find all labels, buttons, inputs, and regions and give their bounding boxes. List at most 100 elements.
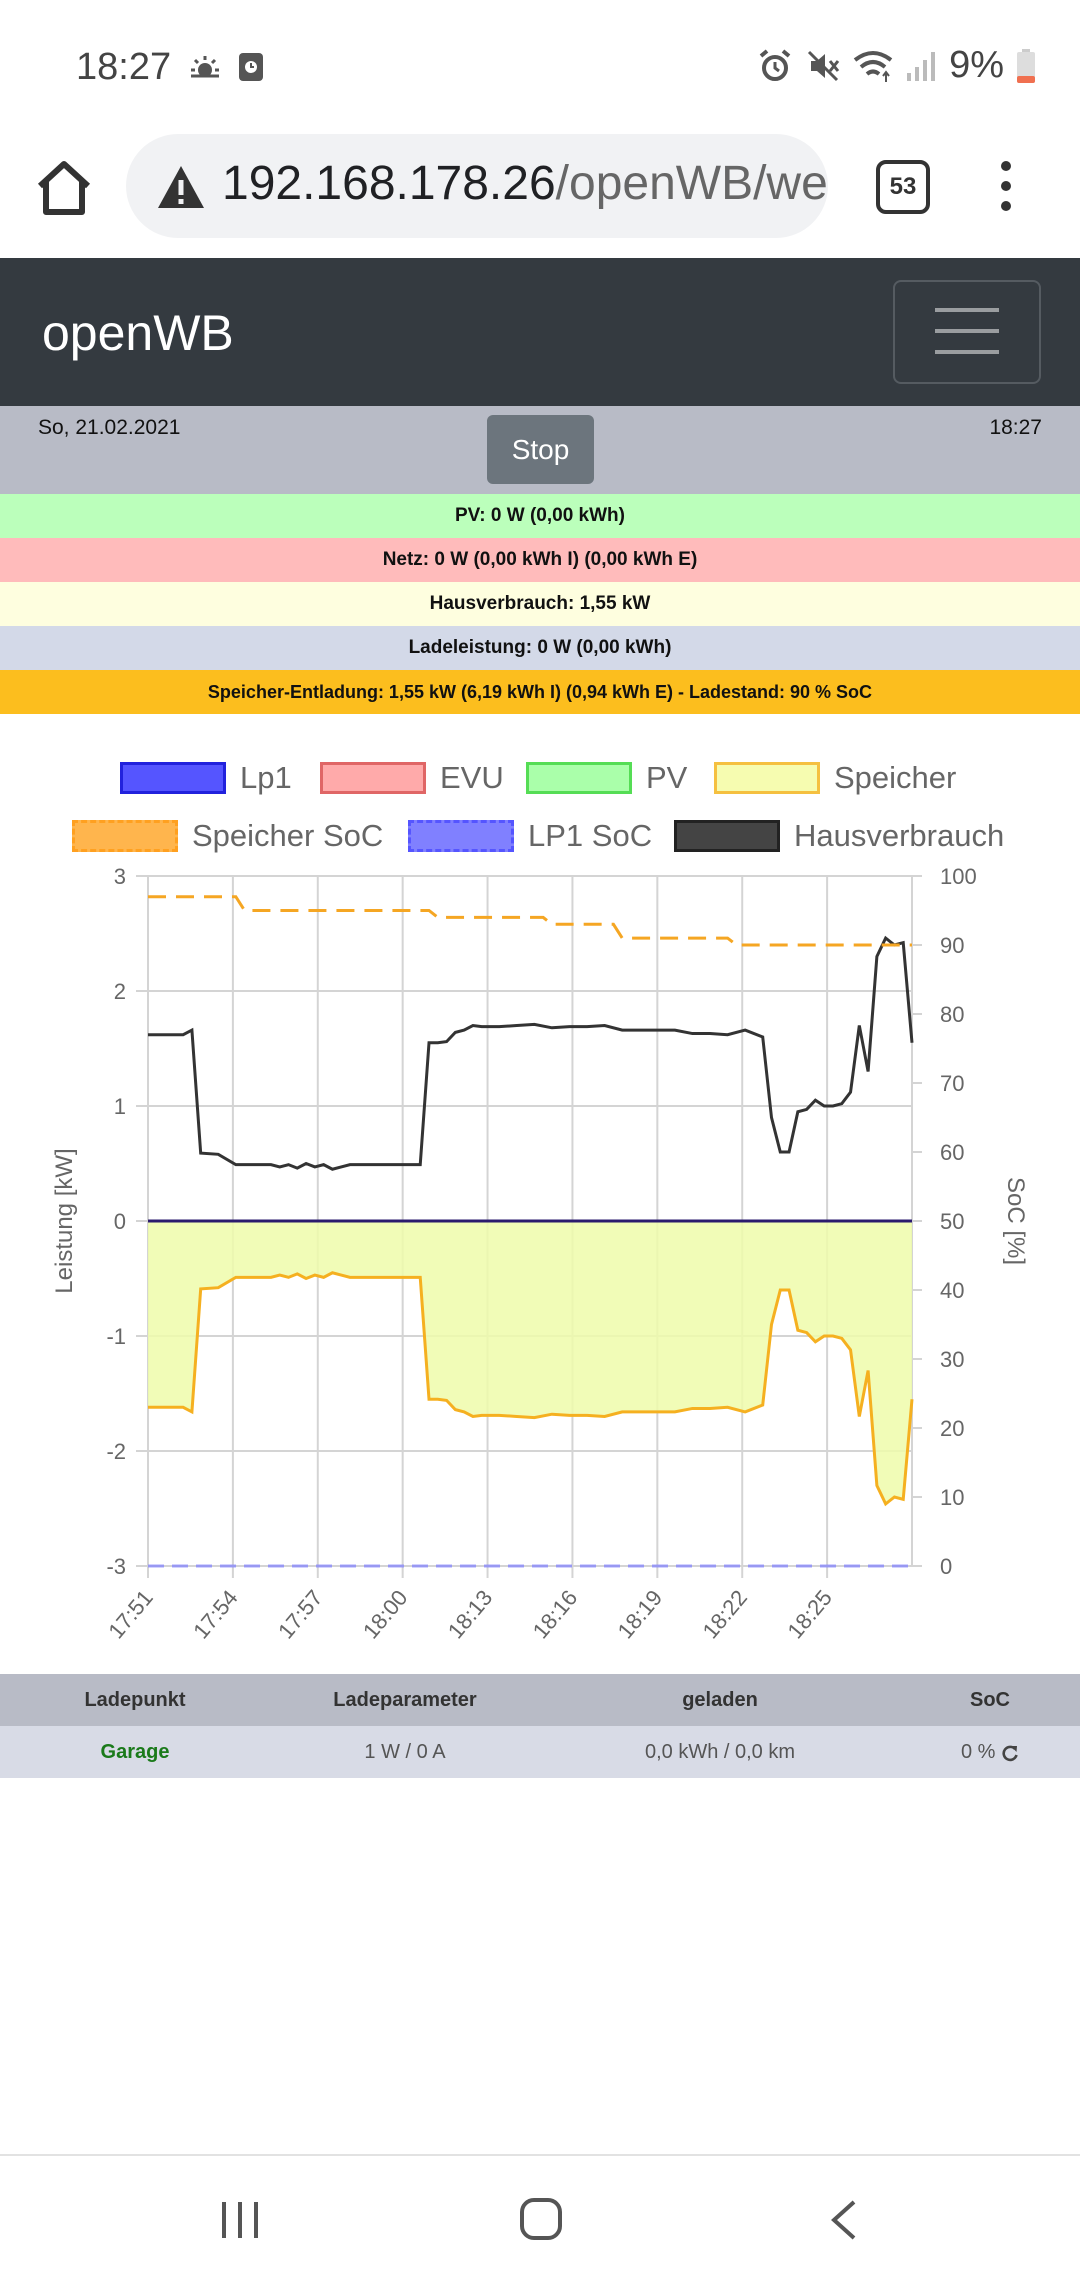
url-host: 192.168.178.26: [222, 157, 556, 210]
x-tick-label: 18:13: [443, 1585, 498, 1643]
legend-swatch: [408, 820, 514, 852]
y2-axis-title: SoC [%]: [1002, 1177, 1029, 1265]
header-geladen: geladen: [682, 1689, 758, 1711]
brand-logo[interactable]: openWB: [42, 305, 234, 361]
hamburger-menu-button[interactable]: [893, 280, 1041, 384]
system-navigation-bar: [0, 2154, 1080, 2282]
hamburger-icon: [935, 308, 999, 312]
y-tick-label: 2: [114, 979, 126, 1004]
legend-item[interactable]: LP1 SoC: [408, 818, 652, 854]
current-time: 18:27: [989, 416, 1042, 439]
legend-item[interactable]: Speicher SoC: [72, 818, 383, 854]
stop-button[interactable]: Stop: [487, 415, 594, 484]
header-ladeparameter: Ladeparameter: [333, 1689, 477, 1711]
y2-tick-label: 60: [940, 1140, 964, 1165]
hausverbrauch-line: [148, 935, 914, 1171]
x-tick-label: 18:19: [613, 1585, 668, 1643]
legend-swatch: [320, 762, 426, 794]
y-tick-label: -2: [106, 1439, 126, 1464]
alarm-icon: [759, 48, 791, 81]
legend-label: Lp1: [240, 760, 292, 795]
y-tick-label: -1: [106, 1324, 126, 1349]
x-tick-label: 18:16: [528, 1585, 583, 1643]
legend-item[interactable]: Hausverbrauch: [674, 818, 1004, 854]
x-tick-label: 18:25: [782, 1585, 837, 1643]
y-tick-label: 3: [114, 864, 126, 889]
legend-item[interactable]: EVU: [320, 760, 504, 796]
legend-label: LP1 SoC: [528, 818, 653, 853]
legend-label: Hausverbrauch: [794, 818, 1005, 853]
speicher-soc-line: [148, 895, 912, 947]
table-header: Ladepunkt Ladeparameter geladen SoC: [0, 1674, 1080, 1726]
browser-toolbar: 192.168.178.26/openWB/we 53: [0, 130, 1080, 258]
legend-swatch: [526, 762, 632, 794]
status-bar: 18:27: [0, 0, 1080, 130]
app-navbar: openWB: [0, 258, 1080, 406]
table-row: Garage 1 W / 0 A 0,0 kWh / 0,0 km 0 %: [0, 1726, 1080, 1778]
legend-swatch: [674, 820, 780, 852]
back-icon[interactable]: [826, 2198, 862, 2242]
info-row: So, 21.02.2021 Stop 18:27: [0, 406, 1080, 494]
y-axis-title: Leistung [kW]: [51, 1148, 78, 1293]
y2-tick-label: 0: [940, 1554, 952, 1579]
soc-cell: 0 %: [900, 1726, 1080, 1778]
battery-icon: [1017, 48, 1035, 83]
status-time: 18:27: [76, 46, 172, 88]
home-icon[interactable]: [34, 158, 94, 218]
y-tick-label: 0: [114, 1209, 126, 1234]
y2-tick-label: 80: [940, 1002, 964, 1027]
home-nav-icon[interactable]: [518, 2196, 564, 2242]
y2-tick-label: 70: [940, 1071, 964, 1096]
legend-item[interactable]: PV: [526, 760, 687, 796]
wifi-icon: [853, 50, 893, 82]
legend-swatch: [714, 762, 820, 794]
power-chart: Lp1 EVU PV Speicher Speicher SoC LP1 SoC Hausv…: [0, 740, 1080, 1670]
legend-item[interactable]: Lp1: [120, 760, 292, 796]
legend-label: PV: [646, 760, 688, 795]
header-ladepunkt: Ladepunkt: [84, 1689, 186, 1711]
geladen-value: 0,0 kWh / 0,0 km: [644, 1741, 796, 1763]
y2-tick-label: 50: [940, 1209, 964, 1234]
ladeparameter-value: 1 W / 0 A: [364, 1741, 446, 1763]
pv-bar: PV: 0 W (0,00 kWh): [0, 494, 1080, 538]
y2-tick-label: 10: [940, 1485, 964, 1510]
y2-tick-label: 40: [940, 1278, 964, 1303]
weather-icon: [191, 56, 219, 78]
ladeleistung-bar: Ladeleistung: 0 W (0,00 kWh): [0, 626, 1080, 670]
x-tick-label: 18:00: [358, 1585, 413, 1643]
y2-tick-label: 30: [940, 1347, 964, 1372]
y2-tick-label: 90: [940, 933, 964, 958]
legend-item[interactable]: Speicher: [714, 760, 956, 796]
warning-icon[interactable]: [156, 164, 206, 210]
legend-swatch: [72, 820, 178, 852]
ladepunkt-name[interactable]: Garage: [100, 1741, 170, 1763]
legend-label: Speicher SoC: [192, 818, 384, 853]
mute-icon: [808, 50, 840, 81]
header-soc: SoC: [970, 1689, 1010, 1711]
y-tick-label: -3: [106, 1554, 126, 1579]
legend-swatch: [120, 762, 226, 794]
x-tick-label: 17:54: [188, 1585, 243, 1643]
x-tick-label: 18:22: [698, 1585, 753, 1643]
overflow-menu-icon[interactable]: [986, 156, 1026, 216]
recent-apps-icon[interactable]: [218, 2198, 262, 2242]
speicher-bar: Speicher-Entladung: 1,55 kW (6,19 kWh I)…: [0, 670, 1080, 714]
screen-record-icon: [239, 53, 263, 81]
battery-percent: 9%: [949, 44, 1004, 86]
y2-tick-label: 100: [940, 864, 977, 889]
refresh-icon[interactable]: [1001, 1744, 1019, 1762]
x-tick-label: 17:51: [103, 1585, 158, 1643]
signal-icon: [907, 51, 936, 81]
hausverbrauch-bar: Hausverbrauch: 1,55 kW: [0, 582, 1080, 626]
x-tick-label: 17:57: [273, 1585, 328, 1643]
tab-switcher-button[interactable]: 53: [876, 160, 930, 214]
y-tick-label: 1: [114, 1094, 126, 1119]
address-bar[interactable]: 192.168.178.26/openWB/we: [126, 134, 828, 238]
current-date: So, 21.02.2021: [38, 416, 181, 439]
netz-bar: Netz: 0 W (0,00 kWh I) (0,00 kWh E): [0, 538, 1080, 582]
legend-label: Speicher: [834, 760, 957, 795]
speicher-line: [148, 1271, 914, 1507]
soc-value: 0 %: [960, 1741, 996, 1763]
legend-label: EVU: [440, 760, 504, 795]
